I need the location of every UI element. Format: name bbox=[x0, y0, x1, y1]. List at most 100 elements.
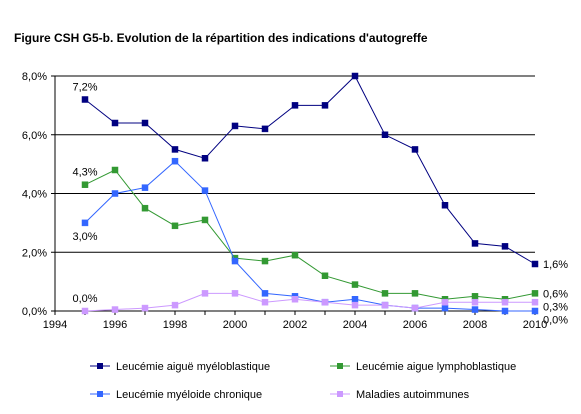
data-label: 0,6% bbox=[543, 288, 568, 300]
data-point bbox=[321, 272, 329, 279]
legend-item: Leucémie aigue lymphoblastique bbox=[330, 361, 516, 373]
data-point bbox=[351, 72, 359, 80]
data-labels: 7,2%4,3%3,0%0,0%1,6%0,6%0,3%0,0% bbox=[72, 82, 568, 327]
data-point bbox=[381, 290, 389, 297]
data-point bbox=[231, 122, 239, 130]
data-label: 7,2% bbox=[72, 82, 97, 94]
data-label: 0,0% bbox=[543, 314, 568, 326]
legend-marker bbox=[337, 363, 343, 369]
data-label: 0,0% bbox=[72, 293, 97, 305]
series-line bbox=[84, 292, 535, 312]
data-point bbox=[141, 119, 149, 127]
data-point bbox=[171, 146, 179, 153]
data-point bbox=[81, 219, 89, 227]
data-label: 4,3% bbox=[72, 167, 97, 179]
data-point bbox=[441, 298, 449, 306]
axes: 0,0% 2,0% 4,0% 6,0% 8,0% 1994 1996 1998 2000 2002… bbox=[22, 71, 547, 331]
data-point bbox=[201, 216, 209, 224]
x-tick-label: 2000 bbox=[223, 319, 247, 331]
data-point bbox=[171, 301, 179, 309]
data-point bbox=[261, 290, 269, 297]
data-point bbox=[351, 296, 359, 303]
data-point bbox=[81, 307, 89, 315]
data-point bbox=[201, 187, 209, 194]
data-point bbox=[411, 146, 419, 153]
data-point bbox=[531, 307, 539, 315]
data-point bbox=[351, 281, 359, 288]
y-tick-label: 6,0% bbox=[22, 130, 47, 142]
data-point bbox=[261, 257, 269, 265]
data-point bbox=[471, 240, 479, 247]
data-point bbox=[261, 298, 269, 306]
data-point bbox=[531, 298, 539, 306]
data-point bbox=[291, 296, 299, 303]
x-tick-label: 1998 bbox=[163, 319, 187, 331]
data-point bbox=[141, 304, 149, 312]
x-tick-label: 2006 bbox=[403, 319, 427, 331]
data-point bbox=[231, 257, 239, 265]
y-tick-label: 0,0% bbox=[22, 306, 47, 318]
data-point bbox=[501, 307, 509, 315]
series-1 bbox=[81, 166, 539, 303]
data-point bbox=[111, 306, 119, 313]
y-tick-label: 4,0% bbox=[22, 189, 47, 201]
data-point bbox=[471, 298, 479, 306]
series-layer bbox=[81, 72, 539, 315]
data-label: 3,0% bbox=[72, 231, 97, 243]
legend-marker bbox=[97, 391, 103, 397]
series-0 bbox=[81, 72, 539, 268]
data-point bbox=[111, 166, 119, 174]
x-tick-label: 2002 bbox=[283, 319, 307, 331]
x-tick-label: 2008 bbox=[463, 319, 487, 331]
data-point bbox=[351, 301, 359, 309]
legend-label: Leucémie aigue lymphoblastique bbox=[356, 361, 516, 373]
data-point bbox=[471, 306, 479, 313]
data-point bbox=[381, 301, 389, 309]
series-3 bbox=[81, 290, 539, 315]
x-tick-label: 2004 bbox=[343, 319, 367, 331]
data-point bbox=[381, 131, 389, 138]
data-point bbox=[321, 298, 329, 306]
data-point bbox=[231, 290, 239, 297]
legend-item: Leucémie aiguë myéloblastique bbox=[90, 361, 270, 373]
data-point bbox=[531, 260, 539, 268]
data-point bbox=[141, 204, 149, 212]
series-line bbox=[84, 75, 536, 265]
series-line bbox=[84, 169, 536, 300]
series-line bbox=[84, 160, 535, 312]
data-point bbox=[411, 290, 419, 297]
legend-marker bbox=[97, 363, 103, 369]
x-tick-label: 1994 bbox=[43, 319, 67, 331]
chart-title: Figure CSH G5-b. Evolution de la réparti… bbox=[14, 31, 428, 45]
data-point bbox=[81, 181, 89, 188]
legend-label: Maladies autoimmunes bbox=[356, 389, 470, 401]
legend-item: Leucémie myéloide chronique bbox=[90, 389, 262, 401]
data-point bbox=[531, 290, 539, 297]
x-tick-label: 2010 bbox=[523, 319, 547, 331]
data-label: 0,3% bbox=[543, 301, 568, 313]
data-point bbox=[201, 290, 209, 297]
legend-label: Leucémie myéloide chronique bbox=[116, 389, 262, 401]
data-point bbox=[141, 184, 149, 191]
data-point bbox=[321, 102, 329, 109]
data-point bbox=[111, 119, 119, 127]
legend: Leucémie aiguë myéloblastique Leucémie ai… bbox=[90, 361, 516, 401]
data-point bbox=[471, 293, 479, 300]
data-point bbox=[441, 304, 449, 312]
legend-marker bbox=[337, 391, 343, 397]
data-point bbox=[171, 157, 179, 165]
legend-label: Leucémie aiguë myéloblastique bbox=[116, 361, 270, 373]
legend-item: Maladies autoimmunes bbox=[330, 389, 470, 401]
data-point bbox=[411, 304, 419, 312]
data-label: 1,6% bbox=[543, 259, 568, 271]
y-tick-label: 8,0% bbox=[22, 71, 47, 83]
data-point bbox=[111, 190, 119, 197]
data-point bbox=[291, 102, 299, 109]
data-point bbox=[171, 222, 179, 230]
data-point bbox=[81, 96, 89, 103]
data-point bbox=[441, 202, 449, 209]
y-tick-label: 2,0% bbox=[22, 247, 47, 259]
data-point bbox=[501, 298, 509, 306]
data-point bbox=[261, 125, 269, 133]
